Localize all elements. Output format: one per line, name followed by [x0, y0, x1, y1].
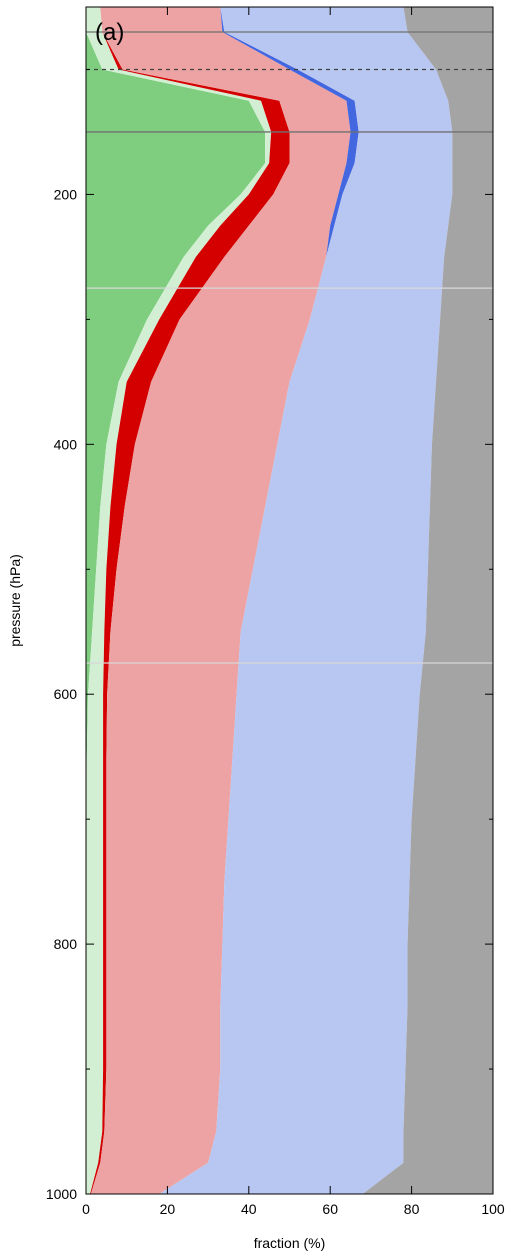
reference-lines: [86, 31, 493, 664]
y-axis: 200 400 600 800 1000: [46, 68, 493, 1202]
plot-frame: [85, 6, 494, 1195]
panel-label: (a): [95, 19, 124, 46]
area-band-6: [159, 7, 453, 1194]
x-tick-label: 100: [481, 1201, 505, 1217]
area-band-4: [90, 7, 351, 1194]
x-tick-label: 0: [82, 1201, 90, 1217]
y-tick-label: 800: [54, 936, 78, 952]
area-band-1: [86, 7, 266, 1194]
x-tick-label: 80: [404, 1201, 420, 1217]
area-layers: [86, 7, 493, 1194]
y-tick-label: 1000: [46, 1186, 77, 1202]
area-band-3: [90, 7, 290, 1194]
y-tick-label: 600: [54, 686, 78, 702]
area-band-7: [362, 7, 493, 1194]
x-tick-label: 60: [322, 1201, 338, 1217]
x-tick-label: 40: [241, 1201, 257, 1217]
x-axis: 0 20 40 60 80 100: [82, 7, 505, 1217]
x-axis-title: fraction (%): [254, 1235, 326, 1251]
y-tick-label: 200: [54, 186, 78, 202]
y-tick-label: 400: [54, 436, 78, 452]
y-axis-title: pressure (hPa): [7, 554, 23, 647]
x-tick-label: 20: [160, 1201, 176, 1217]
